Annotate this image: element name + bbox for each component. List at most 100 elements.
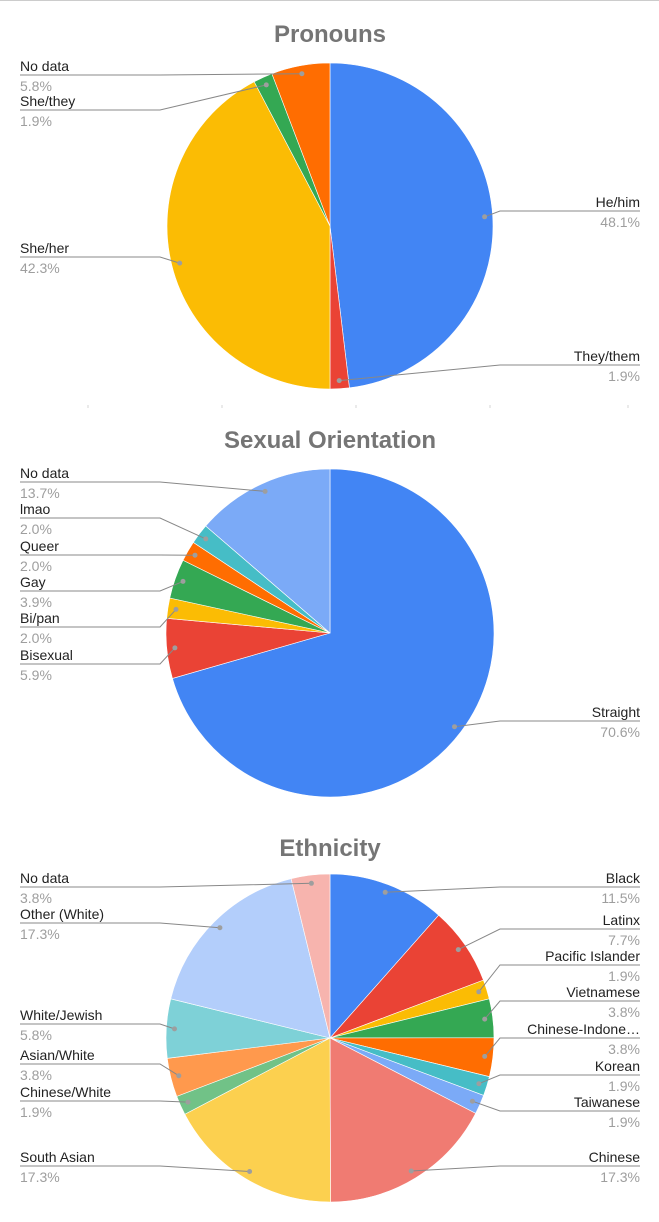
sexual-orientation-leader-straight [454,720,640,728]
pronouns-label-they-them: They/them [574,348,640,364]
ethnicity-pct-taiwanese: 1.9% [608,1114,640,1130]
ethnicity-pct-other-white: 17.3% [20,926,60,942]
ethnicity-slice-south-asian [184,1037,331,1203]
pronouns-pct-he-him: 48.1% [600,214,640,230]
ethnicity-leader-white-jewish [20,1023,175,1030]
ethnicity-dot-no-data [308,880,314,886]
ethnicity-slice-black [329,873,440,1039]
ethnicity-dot-asian-white [176,1073,182,1079]
sexual-orientation-slice-straight [172,468,495,798]
ethnicity-leader-chinese-indone [484,1037,640,1057]
ethnicity-leader-korean [478,1074,640,1085]
ethnicity-pct-asian-white: 3.8% [20,1067,52,1083]
ethnicity-pct-pacific-islander: 1.9% [608,968,640,984]
pronouns-leader-he-him [484,210,640,218]
ethnicity-dot-latinx [455,947,461,953]
sexual-orientation-label-queer: Queer [20,538,59,554]
sexual-orientation-label-bisexual: Bisexual [20,647,73,663]
sexual-orientation-pct-bisexual: 5.9% [20,667,52,683]
ethnicity-label-korean: Korean [595,1058,640,1074]
sexual-orientation-leader-lmao [20,517,207,540]
ethnicity-pct-south-asian: 17.3% [20,1169,60,1185]
ethnicity-label-asian-white: Asian/White [20,1047,95,1063]
sexual-orientation-title: Sexual Orientation [224,427,436,454]
ethnicity-slice-other-white [170,878,331,1039]
pronouns-leader-she-they [20,84,267,111]
pronouns-leader-no-data [20,73,302,76]
pronouns-dot-they-them [336,378,342,384]
ethnicity-dot-taiwanese [469,1098,475,1104]
ethnicity-leader-asian-white [20,1063,180,1077]
sexual-orientation-label-lmao: lmao [20,501,51,517]
ethnicity-label-white-jewish: White/Jewish [20,1007,102,1023]
ethnicity-slice-chinese [329,1037,477,1203]
ethnicity-label-latinx: Latinx [603,912,640,928]
sexual-orientation-label-straight: Straight [592,704,640,720]
pronouns-pct-she-they: 1.9% [20,113,52,129]
ethnicity-label-chinese-indone: Chinese-Indone… [527,1021,640,1037]
pronouns-label-she-they: She/they [20,93,75,109]
sexual-orientation-dot-queer [192,552,198,558]
ethnicity-pie-chart: Ethnicity Black 11.5% Latinx 7.7%Pacific Isl… [20,835,641,1203]
pronouns-dot-she-they [263,82,269,88]
ethnicity-dot-white-jewish [172,1026,177,1032]
ethnicity-label-chinese-white: Chinese/White [20,1084,111,1100]
sexual-orientation-dot-no-data [262,488,268,494]
ethnicity-dot-chinese-white [185,1099,191,1105]
pronouns-label-no-data: No data [20,58,69,74]
sexual-orientation-leader-no-data [20,481,266,492]
sexual-orientation-dot-straight [452,724,457,730]
pronouns-slice-she-her [166,81,331,390]
sexual-orientation-pie-chart: Sexual Orientation Straight 70.6% Bisexual 5… [20,427,640,798]
ethnicity-dot-vietnamese [482,1016,488,1022]
pronouns-leader-they-them [339,364,640,382]
ethnicity-pct-latinx: 7.7% [608,932,640,948]
ethnicity-label-no-data: No data [20,870,69,886]
pronouns-title: Pronouns [274,21,386,48]
pronouns-pie-chart: Pronouns He/him 48.1% They/them 1.9% She/her 4… [20,21,640,408]
ethnicity-dot-chinese-indone [482,1053,488,1059]
ethnicity-label-black: Black [606,870,641,886]
sexual-orientation-label-gay: Gay [20,574,46,590]
ethnicity-pct-black: 11.5% [601,890,640,906]
sexual-orientation-leader-gay [20,580,184,592]
ethnicity-pct-chinese-white: 1.9% [20,1104,52,1120]
ethnicity-leader-chinese [411,1165,640,1172]
sexual-orientation-slice-no-data [205,468,331,634]
pronouns-dot-she-her [177,260,183,266]
pronouns-pct-no-data: 5.8% [20,78,52,94]
sexual-orientation-pct-straight: 70.6% [600,724,640,740]
sexual-orientation-label-no-data: No data [20,465,69,481]
ethnicity-leader-black [385,886,640,893]
pronouns-leader-she-her [20,256,180,264]
ethnicity-slice-no-data [290,873,331,1039]
sexual-orientation-label-bi-pan: Bi/pan [20,610,60,626]
ethnicity-pct-no-data: 3.8% [20,890,52,906]
ethnicity-dot-south-asian [247,1169,253,1174]
pronouns-slice-he-him [329,62,494,389]
ethnicity-label-taiwanese: Taiwanese [574,1094,640,1110]
sexual-orientation-dot-lmao [203,536,209,542]
ethnicity-label-pacific-islander: Pacific Islander [545,948,640,964]
ethnicity-pct-chinese: 17.3% [600,1169,640,1185]
sexual-orientation-pct-gay: 3.9% [20,594,52,610]
pronouns-pct-she-her: 42.3% [20,260,60,276]
pronouns-dot-he-him [482,214,488,220]
ethnicity-leader-vietnamese [484,1000,640,1020]
ethnicity-dot-black [382,889,388,895]
sexual-orientation-dot-gay [180,578,186,584]
sexual-orientation-pct-queer: 2.0% [20,558,52,574]
ethnicity-leader-no-data [20,882,312,888]
ethnicity-dot-korean [476,1081,482,1087]
ethnicity-leader-chinese-white [20,1100,189,1103]
ethnicity-label-vietnamese: Vietnamese [566,984,640,1000]
ethnicity-pct-vietnamese: 3.8% [608,1004,640,1020]
sexual-orientation-dot-bisexual [172,645,178,651]
ethnicity-pct-white-jewish: 5.8% [20,1027,52,1043]
sexual-orientation-pct-no-data: 13.7% [20,485,60,501]
ethnicity-leader-latinx [458,928,640,951]
top-border [0,0,659,1]
pronouns-label-he-him: He/him [596,194,640,210]
ethnicity-leader-pacific-islander [478,964,640,993]
